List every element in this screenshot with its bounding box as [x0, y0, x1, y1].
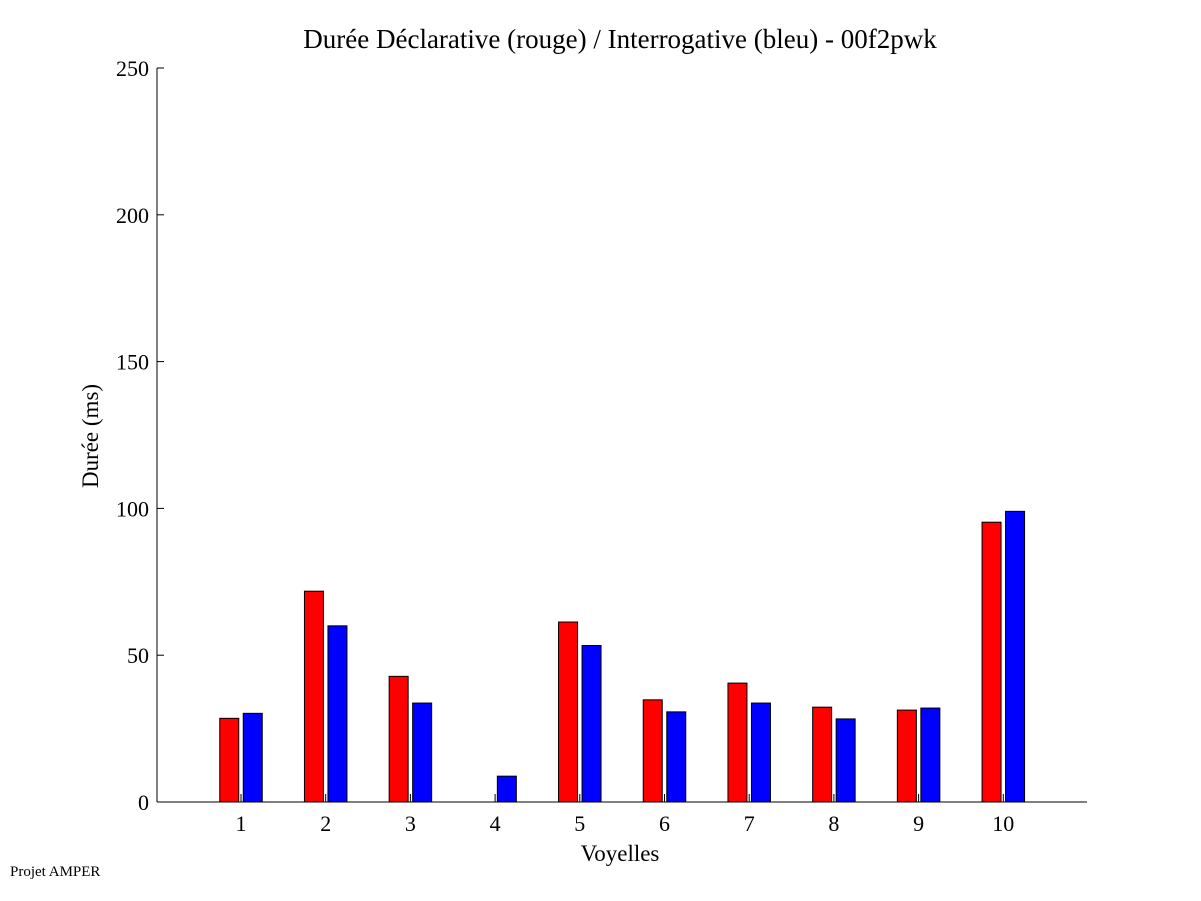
bar-declarative	[812, 706, 833, 803]
bar-declarative	[388, 675, 409, 803]
x-tick-label: 1	[236, 811, 247, 836]
x-axis-label: Voyelles	[581, 841, 660, 866]
chart-title: Durée Déclarative (rouge) / Interrogativ…	[303, 24, 937, 54]
bar-declarative	[727, 682, 748, 803]
y-tick-label: 200	[116, 203, 149, 228]
x-tick-label: 5	[574, 811, 585, 836]
y-tick-label: 100	[116, 496, 149, 521]
bar-declarative	[981, 521, 1002, 803]
y-tick-label: 250	[116, 56, 149, 81]
x-tick-label: 9	[913, 811, 924, 836]
tick-labels: 0 50 100 150 200 250 1 2 3 4 5 6 7 8 9 10	[116, 56, 1014, 836]
bar-declarative	[642, 699, 663, 803]
bar-interrogative	[496, 775, 517, 803]
axes	[156, 67, 1087, 803]
bar-interrogative	[412, 702, 433, 803]
y-axis-label: Durée (ms)	[78, 384, 103, 488]
bar-interrogative	[1005, 510, 1026, 803]
x-tick-label: 6	[659, 811, 670, 836]
x-tick-label: 4	[490, 811, 501, 836]
x-tick-label: 2	[320, 811, 331, 836]
x-tick-label: 3	[405, 811, 416, 836]
bar-interrogative	[581, 645, 602, 803]
bar-interrogative	[920, 707, 941, 803]
footer-note: Projet AMPER	[10, 864, 101, 880]
bar-interrogative	[242, 712, 263, 803]
bar-declarative	[219, 717, 240, 803]
bar-declarative	[558, 621, 579, 803]
bar-interrogative	[750, 702, 771, 803]
bar-interrogative	[666, 711, 687, 803]
x-tick-label: 7	[744, 811, 755, 836]
bar-interrogative	[327, 625, 348, 803]
x-tick-label: 8	[828, 811, 839, 836]
y-tick-label: 150	[116, 350, 149, 375]
bars	[219, 510, 1026, 803]
x-tick-label: 10	[992, 811, 1014, 836]
bar-declarative	[896, 709, 917, 803]
y-tick-label: 50	[127, 643, 149, 668]
y-tick-label: 0	[138, 790, 149, 815]
bar-declarative	[303, 590, 324, 803]
bar-interrogative	[835, 718, 856, 803]
